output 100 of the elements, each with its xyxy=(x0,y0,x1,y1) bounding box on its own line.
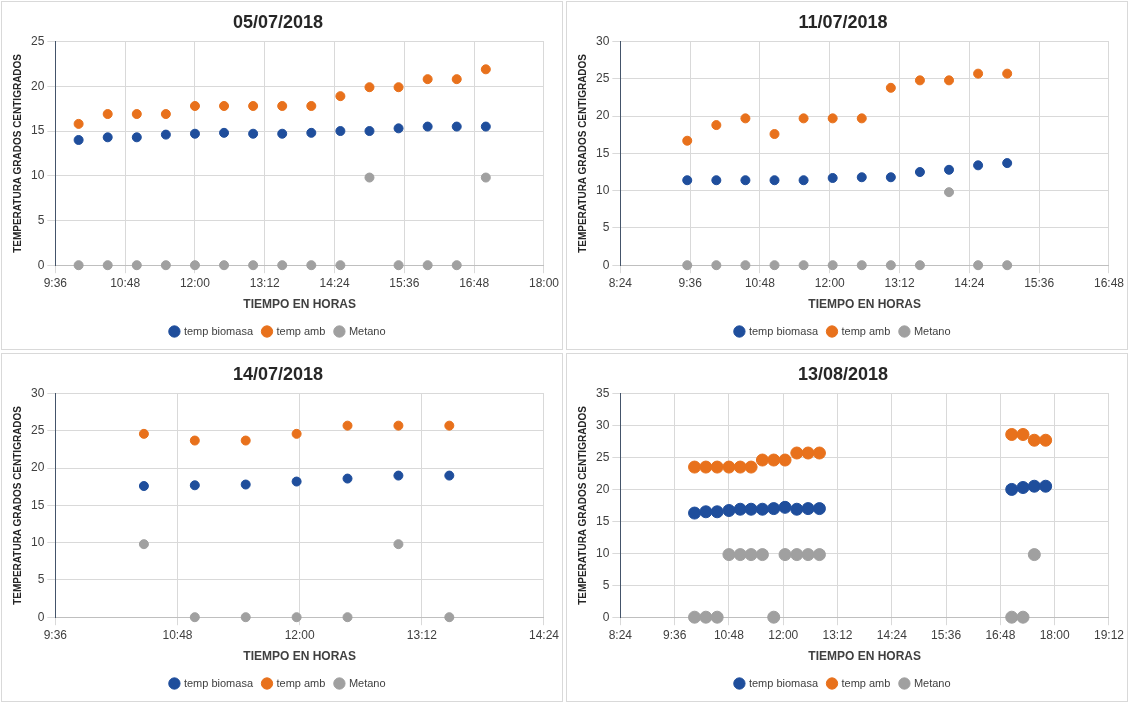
point xyxy=(422,74,433,85)
y-tick-label: 20 xyxy=(595,108,610,123)
point xyxy=(755,502,769,516)
legend-label: temp amb xyxy=(841,676,891,689)
point xyxy=(291,476,302,487)
x-tick-label: 9:36 xyxy=(662,627,687,642)
y-tick-label: 25 xyxy=(595,71,610,86)
x-axis-title: TIEMPO EN HORAS xyxy=(808,297,922,312)
chart-title: 13/08/2018 xyxy=(797,363,889,384)
x-tick-label: 12:00 xyxy=(814,275,846,290)
point xyxy=(342,420,353,431)
point xyxy=(422,121,433,132)
point xyxy=(767,502,781,516)
point xyxy=(451,121,462,132)
point xyxy=(480,172,491,183)
point xyxy=(240,435,251,446)
x-tick-label: 8:24 xyxy=(608,275,633,290)
x-tick-label: 12:00 xyxy=(179,275,211,290)
x-tick-label: 9:36 xyxy=(43,627,68,642)
point xyxy=(885,260,896,271)
point xyxy=(189,480,200,491)
x-tick-label: 14:24 xyxy=(954,275,985,290)
point xyxy=(335,126,346,137)
y-tick-label: 5 xyxy=(37,212,45,227)
point xyxy=(248,260,259,271)
x-tick-label: 13:12 xyxy=(406,627,438,642)
point xyxy=(711,175,722,186)
y-tick-label: 20 xyxy=(30,78,45,93)
point xyxy=(699,610,713,624)
point xyxy=(1005,482,1019,496)
legend-label: temp biomasa xyxy=(748,324,819,337)
point xyxy=(342,612,353,623)
x-tick-label: 10:48 xyxy=(744,275,776,290)
point xyxy=(364,172,375,183)
x-tick-label: 15:36 xyxy=(1024,275,1055,290)
y-tick-label: 25 xyxy=(30,423,45,438)
point xyxy=(798,113,809,124)
point xyxy=(733,460,747,474)
chart-title: 14/07/2018 xyxy=(232,363,324,384)
point xyxy=(790,502,804,516)
point xyxy=(291,428,302,439)
y-tick-label: 15 xyxy=(595,513,610,528)
point xyxy=(688,506,702,520)
x-tick-label: 15:36 xyxy=(931,627,962,642)
point xyxy=(812,548,826,562)
point xyxy=(131,132,142,143)
point xyxy=(364,126,375,137)
point xyxy=(688,460,702,474)
point xyxy=(1039,479,1053,493)
x-tick-label: 14:24 xyxy=(528,627,560,642)
y-tick-label: 10 xyxy=(595,182,610,197)
y-tick-label: 20 xyxy=(30,460,45,475)
y-axis-title: TEMPERATURA GRADOS CENTIGRADOS xyxy=(576,405,588,605)
point xyxy=(240,612,251,623)
y-tick-label: 30 xyxy=(30,385,45,400)
legend-label: temp amb xyxy=(276,676,326,689)
point xyxy=(682,135,693,146)
legend-label: temp biomasa xyxy=(183,324,254,337)
point xyxy=(722,504,736,518)
point xyxy=(733,548,747,562)
point xyxy=(827,113,838,124)
point xyxy=(722,460,736,474)
point xyxy=(1039,433,1053,447)
point xyxy=(160,129,171,140)
x-tick-label: 18:00 xyxy=(1039,627,1071,642)
point xyxy=(160,109,171,120)
point xyxy=(1027,433,1041,447)
point xyxy=(798,175,809,186)
point xyxy=(744,502,758,516)
point xyxy=(744,460,758,474)
point xyxy=(885,82,896,93)
point xyxy=(131,109,142,120)
x-tick-label: 13:12 xyxy=(822,627,853,642)
y-tick-label: 10 xyxy=(595,545,610,560)
point xyxy=(812,446,826,460)
x-axis-title: TIEMPO EN HORAS xyxy=(243,649,357,664)
y-tick-label: 25 xyxy=(30,33,45,48)
point xyxy=(1027,479,1041,493)
point xyxy=(102,132,113,143)
y-axis-title: TEMPERATURA GRADOS CENTIGRADOS xyxy=(11,405,23,605)
point xyxy=(393,82,404,93)
point xyxy=(699,460,713,474)
y-tick-label: 35 xyxy=(595,385,610,400)
point xyxy=(914,260,925,271)
y-tick-label: 5 xyxy=(602,220,610,235)
point xyxy=(711,260,722,271)
x-tick-label: 14:24 xyxy=(876,627,908,642)
point xyxy=(885,172,896,183)
point xyxy=(102,260,113,271)
x-tick-label: 9:36 xyxy=(678,275,703,290)
point xyxy=(393,539,404,550)
x-tick-label: 10:48 xyxy=(713,627,745,642)
point xyxy=(973,160,984,171)
point xyxy=(769,175,780,186)
point xyxy=(778,548,792,562)
point xyxy=(856,172,867,183)
y-tick-label: 15 xyxy=(595,145,610,160)
point xyxy=(1027,548,1041,562)
y-tick-label: 10 xyxy=(30,168,45,183)
point xyxy=(73,260,84,271)
